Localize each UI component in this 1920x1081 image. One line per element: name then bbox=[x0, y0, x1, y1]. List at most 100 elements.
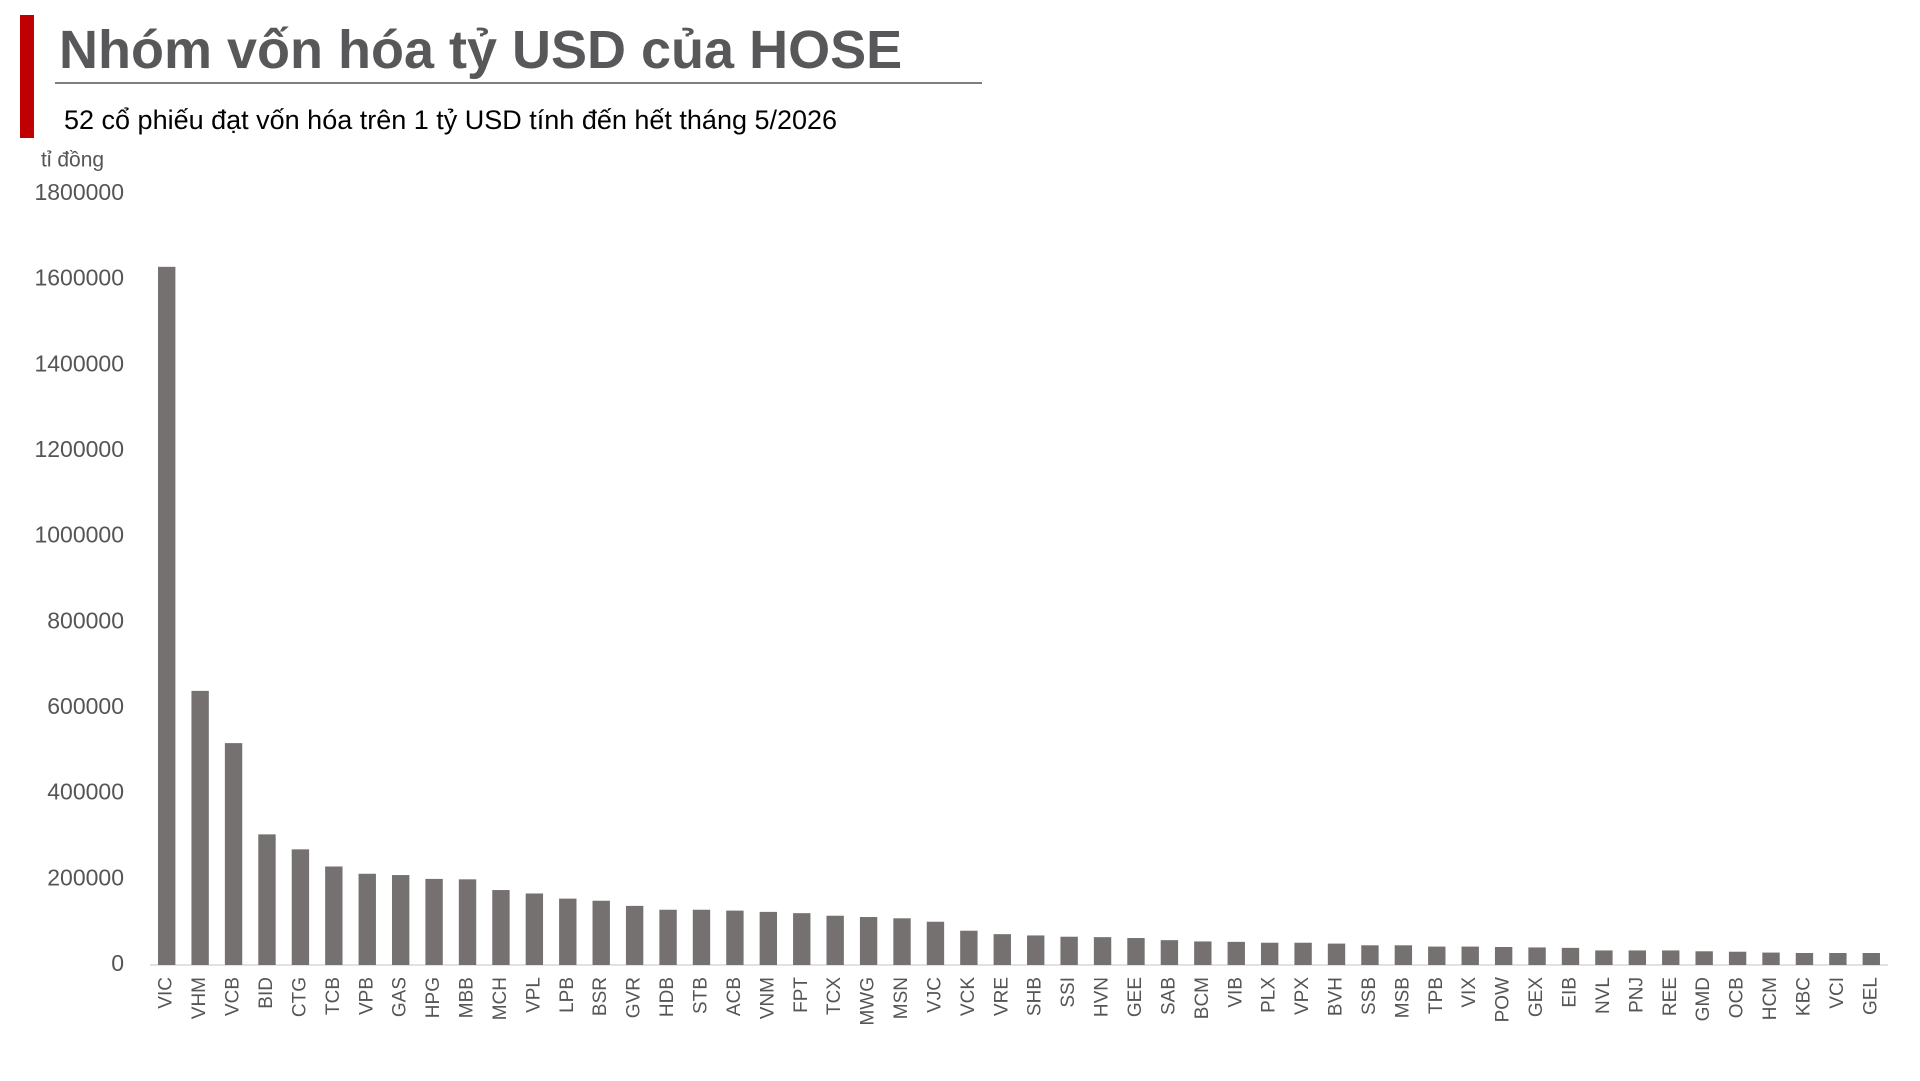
bar bbox=[1595, 950, 1613, 965]
accent-bar bbox=[20, 15, 34, 138]
x-tick-label: CTG bbox=[289, 977, 310, 1017]
bar bbox=[759, 911, 778, 965]
x-tick-label: TCX bbox=[824, 977, 845, 1015]
bar bbox=[1027, 935, 1045, 965]
x-tick-label: MWG bbox=[858, 977, 879, 1026]
x-tick-label: VHM bbox=[189, 977, 210, 1019]
x-tick-label: VIX bbox=[1459, 977, 1480, 1008]
bar bbox=[893, 918, 911, 965]
x-tick-label: FPT bbox=[791, 977, 812, 1013]
x-tick-label: GAS bbox=[390, 977, 411, 1017]
bar bbox=[391, 875, 410, 965]
bar bbox=[1829, 953, 1847, 965]
x-tick-label: GEE bbox=[1125, 977, 1146, 1017]
x-tick-label: VPB bbox=[356, 977, 377, 1015]
bar bbox=[625, 905, 644, 965]
x-tick-label: BID bbox=[256, 977, 277, 1009]
y-tick-label: 1000000 bbox=[34, 522, 124, 548]
y-tick-label: 1200000 bbox=[34, 436, 124, 462]
x-tick-label: GEX bbox=[1526, 977, 1547, 1017]
x-tick-label: VPL bbox=[523, 977, 544, 1013]
y-tick-label: 600000 bbox=[47, 693, 124, 719]
x-tick-label: BCM bbox=[1192, 977, 1213, 1019]
x-tick-label: VIB bbox=[1225, 977, 1246, 1008]
bar bbox=[826, 915, 844, 965]
x-tick-label: VIC bbox=[156, 977, 177, 1009]
x-tick-label: TCB bbox=[323, 977, 344, 1015]
bar bbox=[492, 890, 510, 965]
bar bbox=[291, 849, 310, 965]
x-tick-label: PNJ bbox=[1626, 977, 1647, 1013]
x-tick-label: HCM bbox=[1760, 977, 1781, 1020]
x-tick-label: HPG bbox=[423, 977, 444, 1018]
bar bbox=[1160, 940, 1179, 965]
bar bbox=[859, 917, 878, 965]
x-tick-label: VNM bbox=[757, 977, 778, 1019]
bar bbox=[1461, 946, 1479, 965]
bar bbox=[1662, 950, 1680, 965]
x-tick-label: KBC bbox=[1793, 977, 1814, 1016]
x-tick-label: SSB bbox=[1359, 977, 1380, 1015]
x-tick-label: HVN bbox=[1092, 977, 1113, 1017]
bar bbox=[1628, 950, 1647, 965]
x-tick-label: MCH bbox=[490, 977, 511, 1020]
bar bbox=[1428, 946, 1446, 965]
x-tick-label: VCB bbox=[223, 977, 244, 1016]
bar bbox=[458, 879, 477, 965]
x-tick-label: GMD bbox=[1693, 977, 1714, 1021]
y-tick-label: 200000 bbox=[47, 864, 124, 890]
bar bbox=[158, 266, 176, 966]
x-tick-label: REE bbox=[1660, 977, 1681, 1016]
x-tick-label: SAB bbox=[1158, 977, 1179, 1015]
x-tick-label: BSR bbox=[590, 977, 611, 1016]
bar bbox=[592, 900, 610, 965]
bar bbox=[1127, 938, 1145, 965]
x-tick-label: GEL bbox=[1860, 977, 1881, 1015]
bar bbox=[1728, 951, 1747, 965]
x-tick-label: VCK bbox=[958, 977, 979, 1016]
y-tick-label: 1600000 bbox=[34, 265, 124, 291]
bar bbox=[1327, 943, 1346, 965]
y-tick-label: 0 bbox=[111, 950, 124, 976]
x-tick-label: EIB bbox=[1559, 977, 1580, 1008]
bar bbox=[793, 913, 811, 965]
bar bbox=[726, 910, 744, 965]
bar bbox=[1494, 947, 1513, 965]
x-tick-label: VPX bbox=[1292, 977, 1313, 1015]
x-tick-label: TPB bbox=[1426, 977, 1447, 1014]
x-tick-label: BVH bbox=[1326, 977, 1347, 1016]
x-tick-label: NVL bbox=[1593, 977, 1614, 1014]
x-tick-label: VRE bbox=[991, 977, 1012, 1016]
bar bbox=[525, 893, 544, 965]
x-tick-label: VJC bbox=[924, 977, 945, 1013]
x-tick-label: STB bbox=[690, 977, 711, 1014]
x-tick-label: MSN bbox=[891, 977, 912, 1019]
bar bbox=[1093, 937, 1112, 965]
bar bbox=[358, 873, 376, 965]
bar bbox=[1194, 941, 1212, 965]
bar bbox=[224, 743, 243, 965]
bar bbox=[692, 909, 711, 965]
x-tick-label: SHB bbox=[1025, 977, 1046, 1016]
bar bbox=[1361, 945, 1379, 965]
y-tick-label: 800000 bbox=[47, 607, 124, 633]
bar bbox=[1695, 951, 1713, 965]
x-tick-label: SSI bbox=[1058, 977, 1079, 1008]
x-tick-label: MBB bbox=[457, 977, 478, 1018]
bar bbox=[1862, 953, 1880, 965]
bar bbox=[425, 878, 443, 965]
y-tick-label: 1400000 bbox=[34, 350, 124, 376]
x-tick-label: HDB bbox=[657, 977, 678, 1017]
bar bbox=[960, 930, 978, 965]
bar bbox=[1294, 942, 1312, 965]
bar bbox=[1260, 942, 1279, 965]
bar bbox=[258, 834, 276, 965]
y-axis-label: tỉ đồng bbox=[41, 149, 104, 172]
bar bbox=[1227, 941, 1245, 965]
bar bbox=[1060, 936, 1078, 965]
x-tick-label: OCB bbox=[1727, 977, 1748, 1018]
bar bbox=[1528, 947, 1546, 965]
y-tick-label: 400000 bbox=[47, 779, 124, 805]
x-tick-label: PLX bbox=[1259, 977, 1280, 1013]
